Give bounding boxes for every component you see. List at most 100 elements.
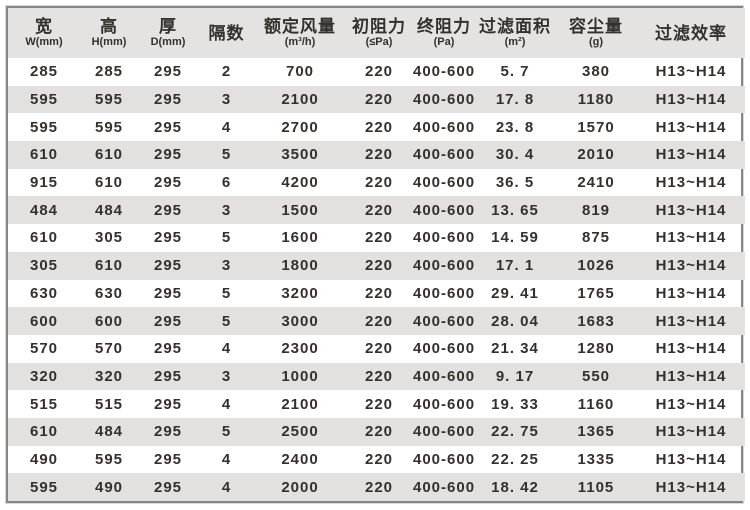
cell-r8-c9: H13~H14: [655, 284, 727, 302]
column-header-6: 终阻力 (Pa): [413, 8, 475, 58]
cell-r11-c8: 550: [581, 367, 611, 385]
cell-r4-c1: 610: [94, 174, 124, 192]
cell-r5-c7: 13. 65: [491, 201, 539, 219]
cell-r10-c4: 2300: [281, 340, 319, 358]
cell-r2-c9: H13~H14: [655, 118, 727, 136]
cell-r0-c7: 5. 7: [500, 63, 530, 81]
cell-r5-c3: 3: [221, 201, 232, 219]
cell-r10-c0: 570: [29, 340, 59, 358]
column-label: 过滤面积: [479, 17, 551, 36]
cell-r11-c4: 1000: [281, 367, 319, 385]
cell-r7-c7: 17. 1: [495, 257, 535, 275]
cell-r10-c3: 4: [221, 340, 232, 358]
cell-r6-c3: 5: [221, 229, 232, 247]
column-header-1: 高 H(mm): [80, 8, 138, 58]
column-label: 终阻力: [417, 17, 471, 36]
cell-r15-c6: 400-600: [413, 478, 476, 496]
cell-r14-c2: 295: [153, 450, 183, 468]
cell-r9-c6: 400-600: [413, 312, 476, 330]
column-label: 隔数: [208, 23, 245, 43]
cell-r12-c9: H13~H14: [655, 395, 727, 413]
cell-r2-c2: 295: [153, 118, 183, 136]
cell-r0-c2: 295: [153, 63, 183, 81]
cell-r13-c6: 400-600: [413, 423, 476, 441]
cell-r6-c9: H13~H14: [655, 229, 727, 247]
cell-r12-c1: 515: [94, 395, 124, 413]
cell-r12-c2: 295: [153, 395, 183, 413]
cell-r1-c7: 17. 8: [495, 91, 535, 109]
cell-r0-c0: 285: [29, 63, 59, 81]
cell-r5-c4: 1500: [281, 201, 319, 219]
column-label: 容尘量: [569, 17, 623, 36]
cell-r10-c8: 1280: [577, 340, 615, 358]
cell-r10-c1: 570: [94, 340, 124, 358]
column-unit-label: W(mm): [25, 36, 63, 48]
cell-r12-c0: 515: [29, 395, 59, 413]
cell-r4-c8: 2410: [577, 174, 615, 192]
cell-r0-c6: 400-600: [413, 63, 476, 81]
cell-r12-c6: 400-600: [413, 395, 476, 413]
table-row: 915 610 295 6 4200 220 400-600 36. 5 2410 H13~H14: [8, 169, 745, 197]
cell-r3-c4: 3500: [281, 146, 319, 164]
cell-r8-c1: 630: [94, 284, 124, 302]
cell-r11-c2: 295: [153, 367, 183, 385]
cell-r12-c8: 1160: [577, 395, 615, 413]
cell-r1-c1: 595: [94, 91, 124, 109]
cell-r2-c7: 23. 8: [495, 118, 535, 136]
cell-r14-c9: H13~H14: [655, 450, 727, 468]
cell-r9-c0: 600: [29, 312, 59, 330]
table-row: 595 595 295 3 2100 220 400-600 17. 8 1180 H13~H14: [8, 85, 745, 114]
cell-r14-c5: 220: [364, 450, 394, 468]
cell-r10-c5: 220: [364, 340, 394, 358]
cell-r13-c5: 220: [364, 423, 394, 441]
column-unit-label: (≤Pa): [365, 36, 393, 48]
cell-r1-c3: 3: [221, 91, 232, 109]
table-body: 285 285 295 2 700 220 400-600 5. 7 380 H13~H14 595…: [8, 58, 745, 501]
cell-r0-c3: 2: [221, 63, 232, 81]
cell-r6-c6: 400-600: [413, 229, 476, 247]
cell-r7-c5: 220: [364, 257, 394, 275]
cell-r2-c1: 595: [94, 118, 124, 136]
cell-r15-c5: 220: [364, 478, 394, 496]
cell-r13-c7: 22. 75: [491, 423, 539, 441]
cell-r6-c2: 295: [153, 229, 183, 247]
column-header-4: 额定风量 (m³/h): [255, 8, 345, 58]
cell-r7-c1: 610: [94, 257, 124, 275]
column-unit-label: H(mm): [91, 36, 127, 48]
cell-r0-c9: H13~H14: [655, 63, 727, 81]
column-label: 初阻力: [352, 17, 406, 36]
cell-r6-c1: 305: [94, 229, 124, 247]
cell-r6-c7: 14. 59: [491, 229, 539, 247]
cell-r13-c3: 5: [221, 423, 232, 441]
cell-r1-c4: 2100: [281, 91, 319, 109]
cell-r13-c0: 610: [29, 423, 59, 441]
table-row: 595 595 295 4 2700 220 400-600 23. 8 1570 H13~H14: [8, 113, 745, 141]
table-row: 320 320 295 3 1000 220 400-600 9. 17 550 H13~H14: [8, 362, 745, 391]
column-label: 厚: [159, 17, 177, 36]
cell-r5-c0: 484: [29, 201, 59, 219]
table-row: 305 610 295 3 1800 220 400-600 17. 1 1026 H13~H14: [8, 251, 745, 280]
cell-r10-c7: 21. 34: [491, 340, 539, 358]
cell-r1-c0: 595: [29, 91, 59, 109]
cell-r9-c9: H13~H14: [655, 312, 727, 330]
cell-r0-c8: 380: [581, 63, 611, 81]
cell-r7-c0: 305: [29, 257, 59, 275]
cell-r13-c2: 295: [153, 423, 183, 441]
cell-r14-c3: 4: [221, 450, 232, 468]
cell-r8-c2: 295: [153, 284, 183, 302]
cell-r15-c0: 595: [29, 478, 59, 496]
cell-r14-c8: 1335: [577, 450, 615, 468]
cell-r9-c8: 1683: [577, 312, 615, 330]
cell-r12-c7: 19. 33: [491, 395, 539, 413]
cell-r5-c5: 220: [364, 201, 394, 219]
table-header: 宽 W(mm) 高 H(mm) 厚 D(mm) 隔数 额定风量 (m³/h) 初阻力 (≤Pa) 终阻…: [8, 8, 745, 58]
cell-r0-c5: 220: [364, 63, 394, 81]
cell-r11-c3: 3: [221, 367, 232, 385]
cell-r13-c1: 484: [94, 423, 124, 441]
column-header-0: 宽 W(mm): [8, 8, 80, 58]
cell-r15-c3: 4: [221, 478, 232, 496]
cell-r10-c2: 295: [153, 340, 183, 358]
table-row: 610 484 295 5 2500 220 400-600 22. 75 1365 H13~H1…: [8, 417, 745, 446]
cell-r10-c9: H13~H14: [655, 340, 727, 358]
cell-r12-c5: 220: [364, 395, 394, 413]
